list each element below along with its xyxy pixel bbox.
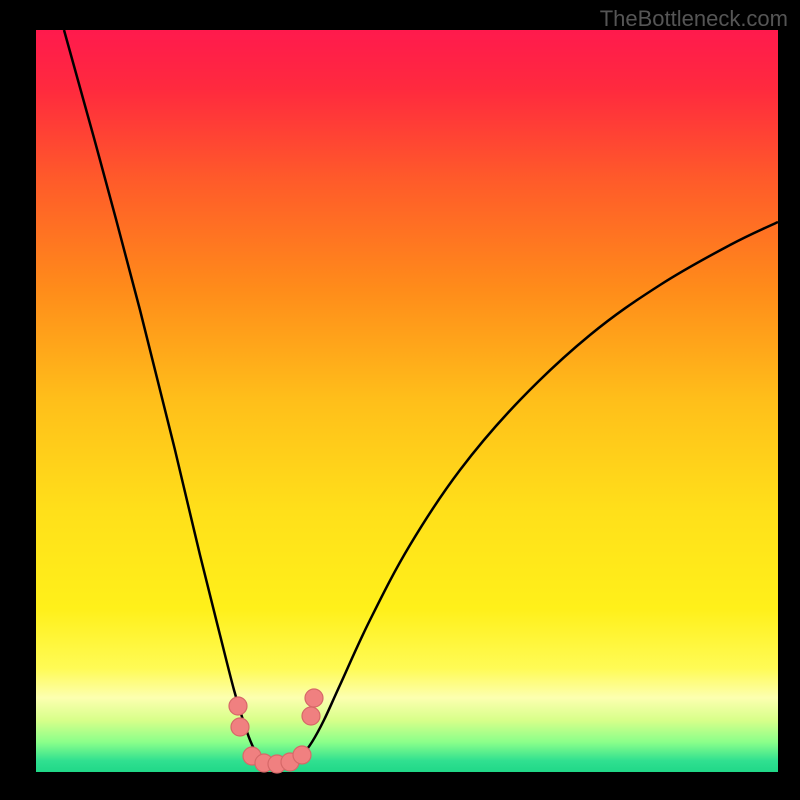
plot-background bbox=[36, 30, 778, 772]
data-marker bbox=[229, 697, 247, 715]
chart-container: TheBottleneck.com bbox=[0, 0, 800, 800]
data-marker bbox=[305, 689, 323, 707]
data-marker bbox=[293, 746, 311, 764]
data-marker bbox=[302, 707, 320, 725]
watermark-text: TheBottleneck.com bbox=[600, 6, 788, 32]
data-marker bbox=[231, 718, 249, 736]
chart-svg bbox=[0, 0, 800, 800]
